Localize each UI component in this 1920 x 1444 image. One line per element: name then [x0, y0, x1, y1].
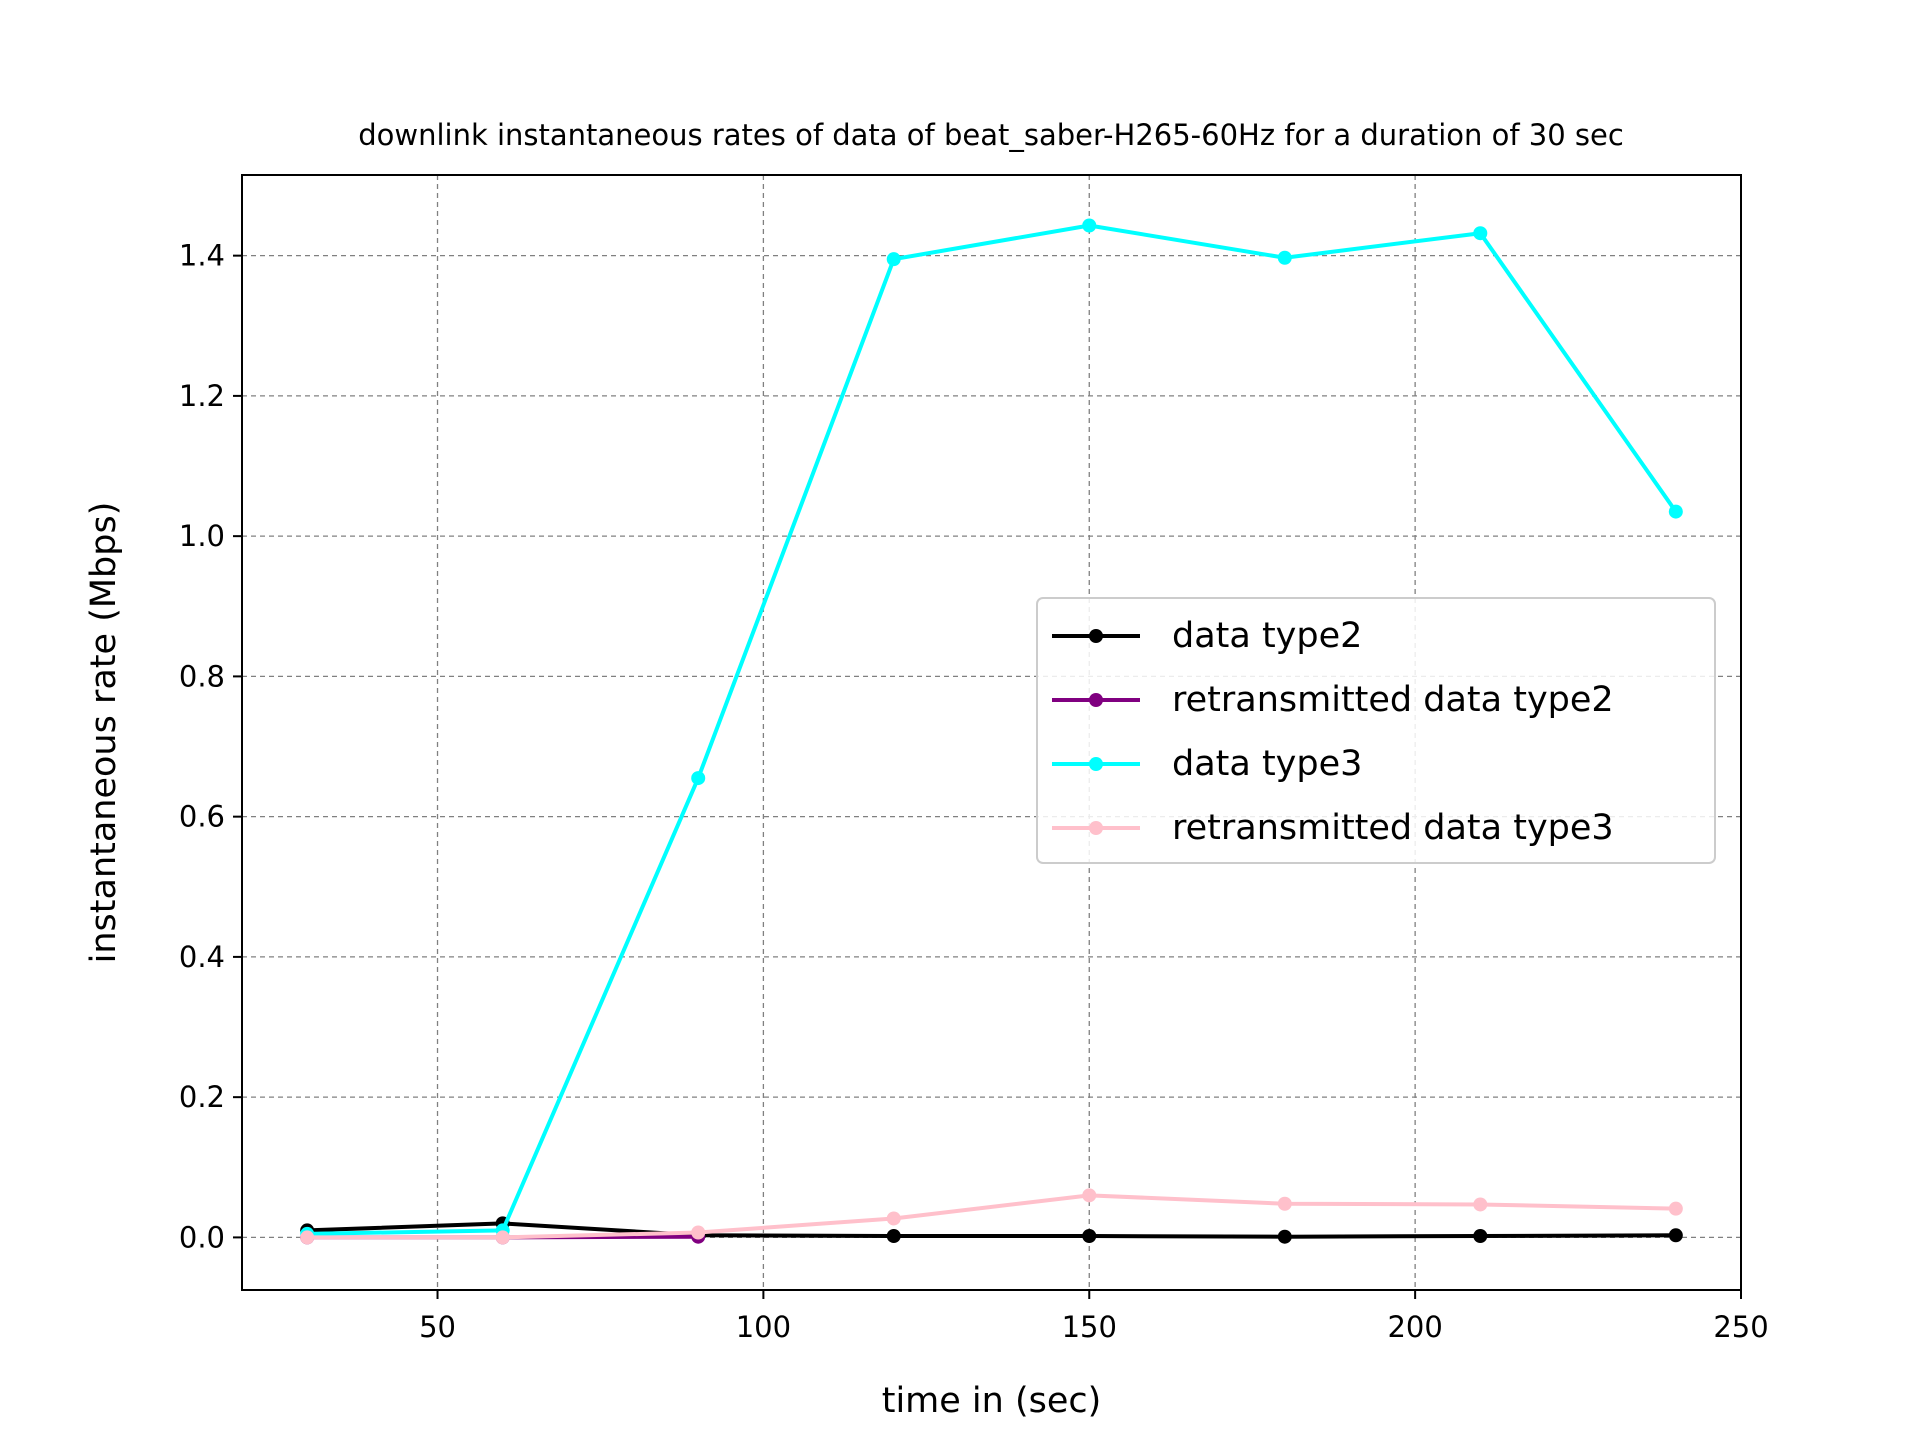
- legend-box: [1036, 597, 1716, 864]
- x-axis-label: time in (sec): [882, 1381, 1102, 1421]
- legend-marker: [1089, 629, 1103, 643]
- y-tick-label: 0.6: [179, 800, 225, 834]
- data-point: [1277, 250, 1292, 265]
- data-point: [1277, 1196, 1292, 1211]
- data-point: [1473, 1229, 1488, 1244]
- legend-label: data type3: [1172, 744, 1362, 784]
- data-point: [886, 1229, 901, 1244]
- data-point: [300, 1230, 315, 1245]
- x-tick-label: 150: [1062, 1310, 1117, 1344]
- legend: data type2 retransmitted data type2 data t…: [1036, 597, 1716, 864]
- y-axis-label: instantaneous rate (Mbps): [84, 502, 124, 964]
- data-point: [886, 1211, 901, 1226]
- data-point: [1082, 218, 1097, 233]
- data-point: [1668, 504, 1683, 519]
- y-tick-label: 0.0: [179, 1220, 225, 1254]
- data-point: [691, 1225, 706, 1240]
- x-tick-label: 50: [419, 1310, 456, 1344]
- y-tick-label: 0.8: [179, 659, 225, 693]
- legend-item: data type3: [1052, 744, 1362, 784]
- y-tick-label: 1.4: [179, 239, 225, 273]
- data-point: [1277, 1229, 1292, 1244]
- axis-ticks: 50 100 150 200 250 0.0 0.2 0.4 0.6 0.8 1.0 1.2 1.4: [179, 239, 1769, 1344]
- data-point: [1082, 1188, 1097, 1203]
- legend-marker: [1089, 693, 1103, 707]
- legend-label: retransmitted data type3: [1172, 808, 1614, 848]
- series-retransmitted-data-type3: [300, 1188, 1683, 1245]
- legend-label: data type2: [1172, 616, 1362, 656]
- x-tick-label: 250: [1713, 1310, 1768, 1344]
- x-tick-label: 200: [1387, 1310, 1442, 1344]
- y-tick-label: 0.4: [179, 940, 225, 974]
- legend-label: retransmitted data type2: [1172, 680, 1614, 720]
- series-line: [307, 223, 1678, 1236]
- data-point: [495, 1230, 510, 1245]
- legend-item: retransmitted data type3: [1052, 808, 1614, 848]
- data-point: [1668, 1201, 1683, 1216]
- legend-marker: [1089, 757, 1103, 771]
- legend-item: data type2: [1052, 616, 1362, 656]
- y-tick-label: 1.2: [179, 379, 225, 413]
- data-point: [691, 771, 706, 786]
- data-point: [886, 252, 901, 267]
- series-line: [307, 1193, 1676, 1240]
- data-point: [1082, 1229, 1097, 1244]
- series-layer: [300, 218, 1683, 1245]
- data-point: [1473, 226, 1488, 241]
- legend-marker: [1089, 821, 1103, 835]
- plot-frame: [241, 174, 1742, 1291]
- chart-title: downlink instantaneous rates of data of …: [358, 118, 1624, 152]
- legend-item: retransmitted data type2: [1052, 680, 1614, 720]
- y-tick-label: 1.0: [179, 519, 225, 553]
- data-point: [1473, 1197, 1488, 1212]
- y-tick-label: 0.2: [179, 1080, 225, 1114]
- series-line: [307, 1221, 1676, 1239]
- data-point: [1668, 1228, 1683, 1243]
- x-tick-label: 100: [736, 1310, 791, 1344]
